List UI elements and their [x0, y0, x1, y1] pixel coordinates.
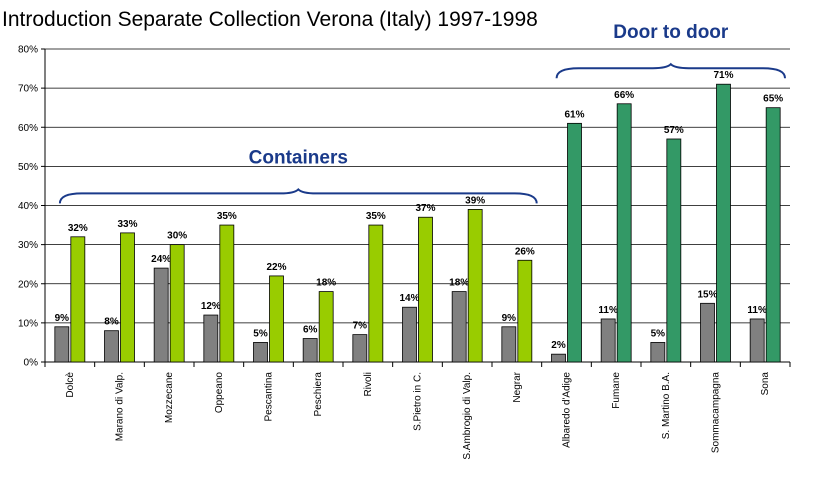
data-label-series-2: 35% — [217, 211, 237, 222]
bar-series-1 — [700, 302, 715, 363]
x-category-label: S.Pietro in C. — [413, 372, 424, 431]
bar-series-1 — [253, 342, 268, 363]
data-label-series-2: 71% — [713, 70, 733, 81]
x-category-label: Sona — [760, 372, 771, 396]
bar-series-2 — [765, 107, 781, 363]
data-label-series-2: 57% — [664, 125, 684, 136]
bar-series-1 — [54, 326, 70, 363]
y-tick-label: 50% — [18, 162, 38, 173]
bar-series-1 — [402, 306, 417, 363]
data-label-series-1: 15% — [697, 289, 717, 300]
bar-series-2 — [567, 122, 582, 363]
data-label-series-1: 8% — [104, 317, 119, 328]
y-tick-label: 80% — [18, 45, 38, 56]
group-brace — [58, 188, 538, 204]
y-tick-label: 40% — [18, 201, 38, 212]
x-category-label: Pescantina — [264, 372, 275, 422]
y-tick-label: 30% — [18, 240, 38, 251]
bar-series-2 — [219, 224, 235, 363]
data-label-series-2: 33% — [117, 219, 137, 230]
data-label-series-2: 18% — [316, 278, 336, 289]
data-label-series-1: 6% — [303, 325, 318, 336]
bar-series-2 — [716, 83, 731, 363]
bar-series-2 — [269, 275, 284, 363]
data-label-series-1: 24% — [151, 254, 171, 265]
bar-series-2 — [616, 103, 632, 363]
data-label-series-2: 37% — [415, 203, 435, 214]
data-label-series-1: 9% — [55, 313, 70, 324]
bar-series-1 — [104, 330, 119, 363]
data-label-series-1: 11% — [598, 305, 618, 316]
bar-series-2 — [517, 259, 533, 363]
x-category-label: S. Martino B.A. — [661, 372, 672, 439]
bar-series-1 — [302, 338, 318, 363]
data-label-series-2: 22% — [266, 262, 286, 273]
y-tick-label: 10% — [18, 318, 38, 329]
bar-series-2 — [70, 236, 86, 363]
data-label-series-2: 30% — [167, 231, 187, 242]
bar-series-2 — [467, 209, 483, 363]
data-label-series-1: 18% — [449, 278, 469, 289]
bar-series-1 — [451, 291, 467, 363]
data-label-series-1: 5% — [253, 328, 268, 339]
data-label-series-2: 66% — [614, 90, 634, 101]
chart-title: Introduction Separate Collection Verona … — [2, 8, 538, 31]
x-category-label: Sommacampagna — [711, 372, 722, 454]
bar-series-1 — [153, 267, 169, 363]
x-category-label: Dolcè — [65, 372, 76, 398]
x-category-label: Rivoli — [363, 372, 374, 396]
bar-series-1 — [501, 326, 517, 363]
group-label: Containers — [249, 147, 348, 168]
group-label: Door to door — [613, 22, 729, 43]
x-category-label: Marano di Valp. — [115, 372, 126, 441]
data-label-series-2: 39% — [465, 195, 485, 206]
bar-series-2 — [368, 224, 384, 363]
y-tick-label: 0% — [24, 358, 39, 369]
data-label-series-1: 5% — [651, 328, 666, 339]
bar-series-2 — [120, 232, 135, 363]
x-category-label: Oppeano — [214, 372, 225, 414]
x-category-label: Peschiera — [313, 372, 324, 417]
bar-series-1 — [551, 353, 566, 363]
x-category-label: Mozzecane — [164, 372, 175, 424]
data-label-series-1: 11% — [747, 305, 767, 316]
data-label-series-2: 32% — [68, 223, 88, 234]
data-label-series-2: 61% — [564, 109, 584, 120]
data-label-series-1: 12% — [201, 301, 221, 312]
bar-series-1 — [352, 334, 368, 363]
bar-series-2 — [666, 138, 682, 363]
x-category-label: Fumane — [611, 372, 622, 409]
x-category-label: Negrar — [512, 371, 523, 402]
data-label-series-1: 9% — [502, 313, 517, 324]
x-category-label: Albaredo d'Adige — [562, 372, 573, 448]
data-label-series-2: 26% — [515, 246, 535, 257]
bar-series-2 — [169, 244, 185, 363]
data-label-series-1: 14% — [399, 293, 419, 304]
y-tick-label: 70% — [18, 84, 38, 95]
data-label-series-2: 65% — [763, 94, 783, 105]
data-label-series-1: 7% — [353, 321, 368, 332]
x-category-label: S.Ambrogio di Valp. — [462, 372, 473, 460]
bar-series-2 — [318, 291, 334, 363]
y-tick-label: 60% — [18, 123, 38, 134]
bar-series-1 — [600, 318, 616, 363]
bar-series-1 — [749, 318, 765, 363]
data-label-series-2: 35% — [366, 211, 386, 222]
bar-series-1 — [650, 342, 666, 363]
bar-series-2 — [418, 216, 433, 363]
group-brace — [555, 62, 787, 79]
bar-series-1 — [203, 314, 219, 363]
y-tick-label: 20% — [18, 279, 38, 290]
data-label-series-1: 2% — [551, 340, 566, 351]
